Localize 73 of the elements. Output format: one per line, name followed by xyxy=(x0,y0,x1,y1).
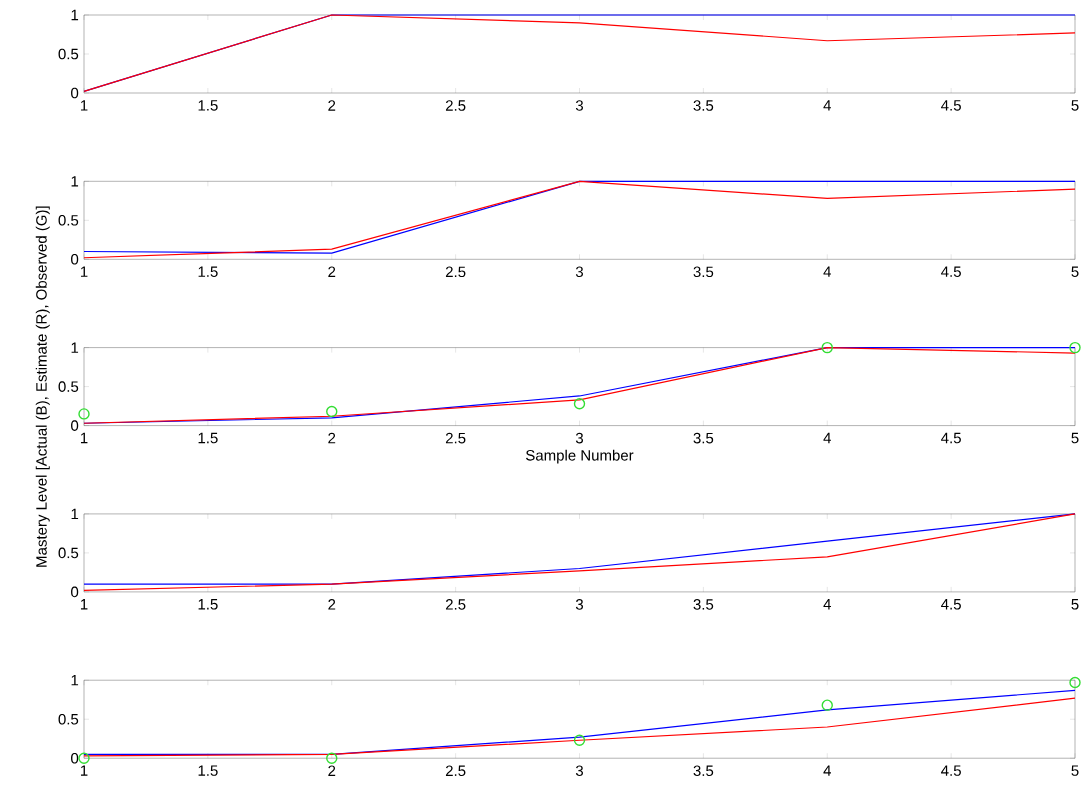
x-tick-label: 4.5 xyxy=(941,765,961,776)
x-tick-label: 3 xyxy=(575,599,584,610)
x-tick-label: 3.5 xyxy=(693,432,714,444)
y-tick-label: 0 xyxy=(71,253,79,265)
x-tick-label: 1 xyxy=(80,599,88,610)
x-tick-label: 1.5 xyxy=(198,599,218,610)
point xyxy=(573,734,586,746)
x-tick-label: 5 xyxy=(1071,432,1079,444)
line-series xyxy=(83,347,1076,424)
x-tick-label: 4 xyxy=(823,266,831,277)
x-tick-label: 2 xyxy=(328,599,336,610)
x-tick-label: 3 xyxy=(575,432,584,444)
x-tick-label: 2.5 xyxy=(445,266,466,278)
y-tick-label: 1 xyxy=(71,675,79,686)
x-tick-label: 2 xyxy=(328,100,336,111)
x-tick-label: 3.5 xyxy=(693,100,714,111)
x-tick-label: 2 xyxy=(328,432,336,444)
x-tick-label: 4 xyxy=(823,100,831,111)
x-tick-label: 1 xyxy=(80,432,88,444)
x-tick-label: 1 xyxy=(80,266,88,277)
x-tick-label: 2.5 xyxy=(445,100,466,111)
x-tick-label: 2 xyxy=(328,765,336,776)
x-tick-label: 3.5 xyxy=(693,765,714,777)
x-tick-label: 3.5 xyxy=(693,599,714,610)
x-tick-label: 2 xyxy=(328,266,336,277)
x-tick-label: 3 xyxy=(575,266,584,278)
x-tick-label: 4.5 xyxy=(941,266,961,277)
point xyxy=(326,405,338,418)
x-tick-label: 2.5 xyxy=(445,432,466,444)
x-tick-label: 1 xyxy=(80,765,88,776)
y-tick-label: 0 xyxy=(71,586,79,598)
x-tick-label: 2.5 xyxy=(445,599,466,610)
point xyxy=(1069,676,1081,689)
x-tick-label: 4 xyxy=(823,599,831,610)
x-tick-label: 5 xyxy=(1071,100,1079,111)
y-tick-label: 0.5 xyxy=(58,547,79,559)
y-tick-label: 0.5 xyxy=(58,381,79,392)
x-tick-label: 1.5 xyxy=(198,765,218,776)
y-tick-label: 0.5 xyxy=(58,48,79,60)
y-tick-label: 0.5 xyxy=(58,713,79,725)
y-tick-label: 0 xyxy=(71,420,79,431)
x-tick-label: 2.5 xyxy=(445,765,466,777)
x-tick-label: 1.5 xyxy=(198,432,218,444)
y-tick-label: 1 xyxy=(71,176,79,187)
x-tick-label: 4.5 xyxy=(941,100,961,111)
y-tick-label: 1 xyxy=(71,508,79,520)
y-tick-label: 1 xyxy=(71,9,79,21)
x-axis-title: Sample Number xyxy=(525,449,634,464)
point xyxy=(821,341,833,354)
y-tick-label: 0 xyxy=(71,87,79,99)
point xyxy=(573,398,586,410)
point xyxy=(78,752,90,764)
x-tick-label: 4 xyxy=(823,765,831,776)
y-axis-title: Mastery Level [Actual (B), Estimate (R), Observed (G)] xyxy=(35,206,50,567)
x-tick-label: 4 xyxy=(823,432,831,444)
x-tick-label: 3.5 xyxy=(693,266,714,278)
x-tick-label: 3 xyxy=(575,765,584,777)
point xyxy=(78,408,90,420)
y-tick-label: 1 xyxy=(71,342,79,353)
x-tick-label: 1 xyxy=(80,100,88,111)
x-tick-label: 4.5 xyxy=(941,432,961,444)
x-tick-label: 5 xyxy=(1071,765,1079,776)
x-tick-label: 1.5 xyxy=(198,266,218,277)
x-tick-label: 3 xyxy=(575,100,584,111)
point xyxy=(1069,341,1081,354)
x-tick-label: 1.5 xyxy=(198,100,218,111)
y-tick-label: 0.5 xyxy=(58,214,79,226)
y-tick-label: 0 xyxy=(71,752,79,764)
point xyxy=(821,699,833,711)
x-tick-label: 5 xyxy=(1071,599,1079,610)
x-tick-label: 4.5 xyxy=(941,599,961,610)
x-tick-label: 5 xyxy=(1071,266,1079,277)
point xyxy=(326,752,338,764)
